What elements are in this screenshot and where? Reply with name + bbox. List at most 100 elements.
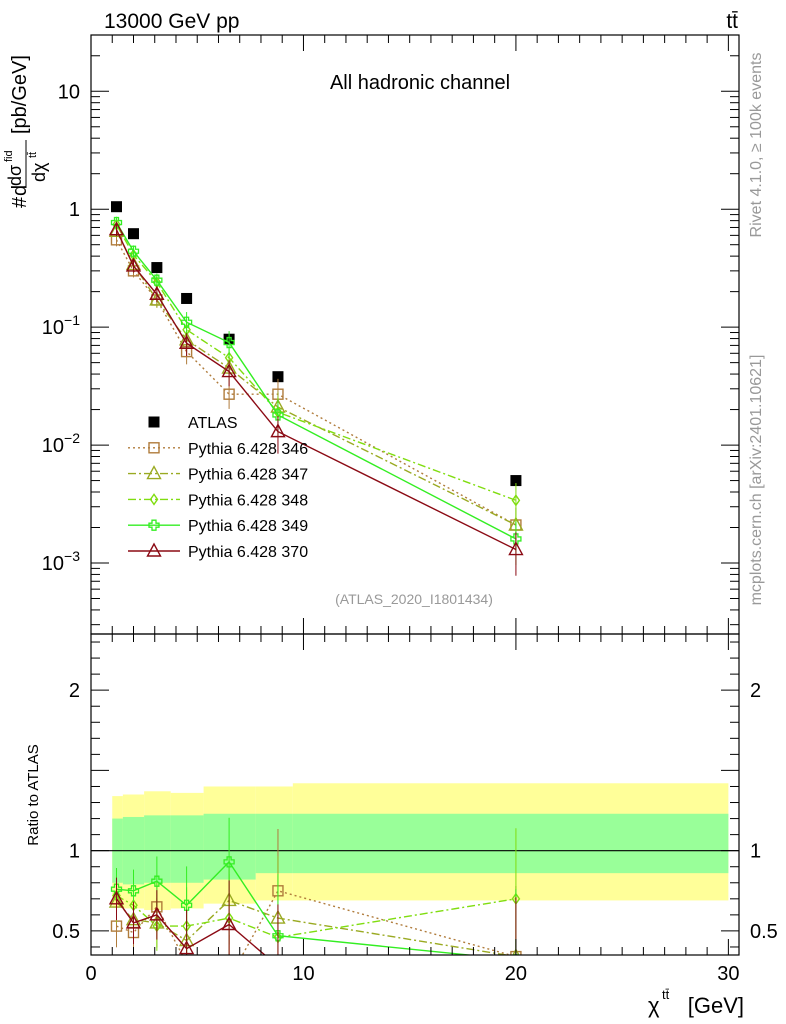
data-point — [272, 409, 284, 421]
y-axis-label-denominator: dχ — [29, 162, 49, 182]
y-tick-label: 10−2 — [42, 430, 80, 457]
ratio-y-tick-label: 1 — [69, 841, 80, 863]
ratio-y-tick-label-right: 2 — [750, 680, 761, 702]
series-pythia-6-428-346 — [110, 234, 522, 552]
ratio-point — [223, 856, 235, 868]
ratio-y-axis-label: Ratio to ATLAS — [25, 744, 42, 845]
y-axis-label-d: d — [9, 185, 31, 196]
data-point — [127, 228, 139, 240]
data-point — [178, 334, 195, 349]
ratio-point — [271, 959, 284, 971]
data-point — [221, 363, 237, 378]
y-tick-label: 10−3 — [42, 548, 80, 575]
legend-entry: ATLAS — [148, 415, 238, 432]
legend-label: Pythia 6.428 349 — [188, 518, 308, 535]
main-axis-ticks: 10 1 10−1 10−2 10−3 — [42, 34, 739, 634]
x-tick-label: 30 — [717, 963, 739, 985]
process-label: tt̄ — [726, 10, 738, 33]
legend-marker — [149, 493, 159, 506]
ratio-y-tick-label-right: 0.5 — [750, 921, 778, 943]
uncertainty-band-inner — [203, 813, 256, 880]
data-point — [151, 262, 163, 274]
ratio-y-tick-label-right: 1 — [750, 841, 761, 863]
data-point — [180, 316, 193, 328]
legend-label: Pythia 6.428 348 — [188, 492, 308, 509]
x-tick-label: 20 — [505, 963, 527, 985]
legend-label: Pythia 6.428 370 — [188, 544, 308, 561]
data-point — [125, 257, 142, 272]
ratio-axis-ticks: 0 10 20 30 2 2 1 1 0.5 0.5 — [52, 634, 778, 985]
data-point — [510, 475, 522, 487]
uncertainty-band-inner — [255, 813, 293, 874]
ratio-point — [272, 930, 284, 942]
mcplots-label: mcplots.cern.ch [arXiv:2401.10621] — [748, 355, 765, 606]
data-point — [149, 285, 165, 300]
y-axis-label-denominator-sup: tt̄ — [27, 152, 39, 158]
series-line — [115, 230, 517, 526]
legend-label: Pythia 6.428 346 — [188, 441, 308, 458]
ratio-frame — [90, 633, 740, 956]
x-axis-label-sup: tt̄ — [662, 987, 670, 1002]
data-point — [510, 533, 522, 545]
uncertainty-band-inner — [144, 815, 171, 883]
data-point — [508, 541, 524, 556]
y-tick-label: 10−1 — [42, 312, 80, 339]
data-point — [151, 274, 163, 286]
legend-marker — [146, 542, 162, 557]
x-axis-label-unit: [GeV] — [688, 993, 744, 1018]
data-point — [181, 292, 193, 304]
legend: ATLAS Pythia 6.428 346 Pythia 6.428 347 Pyt… — [128, 415, 308, 561]
series-pythia-6-428-347 — [108, 222, 524, 552]
uncertainty-bands — [91, 783, 739, 911]
legend-entry: Pythia 6.428 346 — [128, 441, 308, 458]
series-pythia-6-428-370 — [108, 221, 524, 576]
data-point — [270, 423, 286, 438]
legend-entry: Pythia 6.428 370 — [128, 542, 308, 561]
data-point — [127, 245, 140, 257]
series-line — [115, 229, 517, 551]
ratio-point — [151, 875, 163, 887]
y-tick-label: 1 — [69, 199, 80, 221]
ratio-point — [180, 899, 193, 911]
legend-marker — [146, 465, 162, 480]
series-pythia-6-428-348 — [112, 218, 521, 527]
main-panel: 10 1 10−1 10−2 10−3 All hadronic channel (AT… — [42, 34, 740, 635]
series-line — [115, 239, 517, 526]
ratio-point — [178, 940, 195, 955]
legend-marker — [148, 442, 160, 454]
series-pythia-6-428-349 — [110, 216, 522, 566]
legend-entry: Pythia 6.428 349 — [128, 518, 308, 535]
ratio-series-layer — [108, 817, 522, 971]
data-point — [272, 371, 284, 383]
y-tick-label: 10 — [58, 81, 80, 103]
analysis-watermark: (ATLAS_2020_I1801434) — [335, 591, 493, 607]
y-axis-label-hash: # — [9, 196, 31, 208]
ratio-panel: 0 10 20 30 2 2 1 1 0.5 0.5 — [52, 633, 778, 985]
plot-title: All hadronic channel — [330, 72, 510, 94]
y-axis-label-numerator: dσ — [5, 165, 25, 186]
uncertainty-band-inner — [170, 815, 204, 883]
legend-label: Pythia 6.428 347 — [188, 467, 308, 484]
y-axis-label-unit: [pb/GeV] — [9, 55, 31, 134]
data-point — [511, 494, 521, 507]
series-atlas — [110, 201, 522, 487]
data-point — [223, 336, 235, 349]
ratio-series-pythia-6-428-370 — [108, 877, 517, 971]
legend-marker — [148, 416, 160, 428]
x-axis-label: χ tt̄ [GeV] — [648, 987, 744, 1018]
series-line — [115, 224, 517, 501]
series-line — [115, 222, 517, 540]
ratio-point — [221, 916, 237, 931]
energy-label: 13000 GeV pp — [104, 10, 239, 33]
ratio-point — [149, 906, 165, 921]
uncertainty-band-inner — [292, 813, 729, 874]
data-point — [223, 388, 235, 400]
legend-entry: Pythia 6.428 348 — [128, 492, 308, 509]
y-axis-label-numerator-sup: fid — [3, 150, 15, 162]
data-point — [108, 221, 125, 236]
y-axis-label: # d dσ fid dχ tt̄ [pb/GeV] — [3, 55, 49, 208]
main-series-layer — [108, 201, 524, 576]
ratio-point — [182, 958, 192, 968]
ratio-point — [108, 890, 125, 905]
